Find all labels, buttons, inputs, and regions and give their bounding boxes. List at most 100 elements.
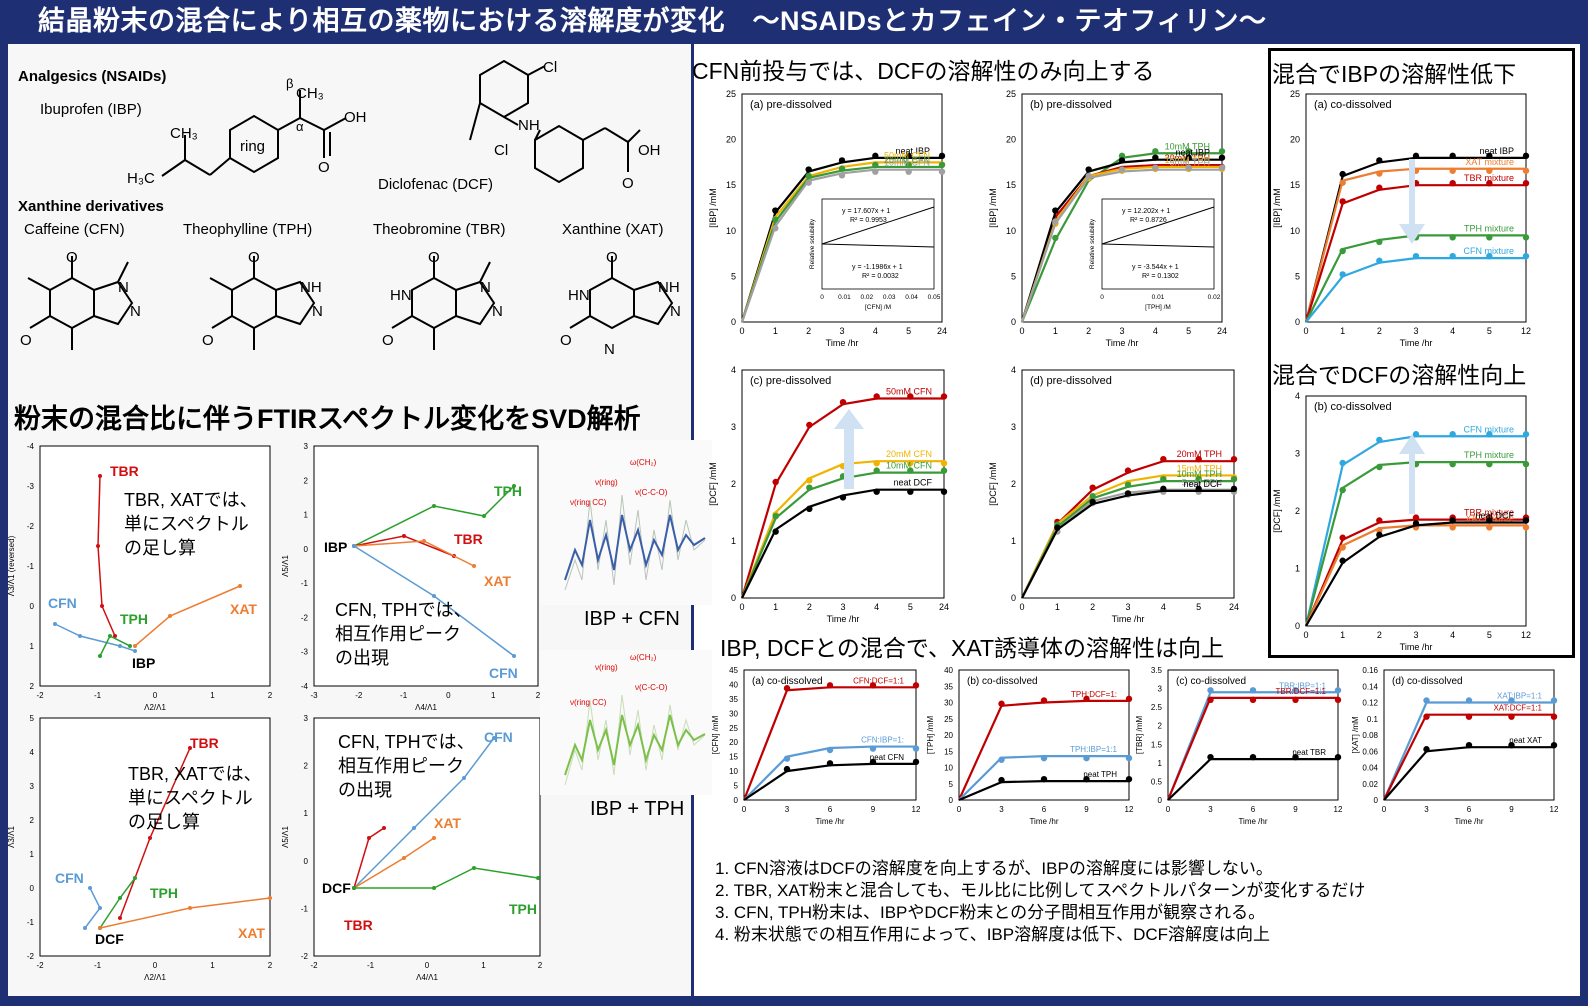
y-tick-label: 10 bbox=[729, 767, 738, 776]
chart-frame bbox=[741, 369, 945, 599]
series-label: 10mM CFN bbox=[884, 158, 930, 168]
inset-r2: R² = 0.0032 bbox=[862, 273, 899, 280]
x-tick-label: 5 bbox=[1186, 326, 1191, 336]
data-point bbox=[938, 152, 946, 160]
data-point bbox=[873, 393, 880, 400]
heading-ibp-down: 混合でIBPの溶解性低下 bbox=[1272, 61, 1517, 87]
dissolution-chart-7: (d) co-dissolved 0 0.02 0.04 0.06 0.08 0.1 0.12… bbox=[1351, 666, 1559, 826]
series-label: neat DCF bbox=[893, 478, 932, 488]
data-point bbox=[1376, 184, 1383, 191]
y-tick-label: 5 bbox=[1011, 271, 1016, 281]
svd-point bbox=[512, 654, 516, 658]
inset-fit-2 bbox=[821, 243, 935, 248]
svd-y-tick: 4 bbox=[30, 748, 35, 757]
svd-point bbox=[118, 896, 122, 900]
svd-y-tick: 0 bbox=[30, 884, 35, 893]
chart-title: (a) pre-dissolved bbox=[750, 99, 832, 111]
data-point bbox=[1423, 746, 1430, 753]
svg-text:CH₃: CH₃ bbox=[170, 125, 198, 142]
x-tick-label: 12 bbox=[1125, 805, 1134, 814]
y-tick-label: 3 bbox=[1295, 449, 1300, 459]
data-point bbox=[1522, 180, 1530, 187]
data-point bbox=[838, 165, 846, 172]
svd-y-tick: 0 bbox=[304, 857, 309, 866]
data-point bbox=[1465, 713, 1473, 720]
y-tick-label: 25 bbox=[1006, 89, 1016, 99]
data-point bbox=[940, 393, 948, 400]
svd-x-tick: -1 bbox=[94, 961, 102, 970]
data-point bbox=[872, 161, 879, 169]
y-tick-label: 35 bbox=[729, 695, 738, 704]
series-label: TBR:DCF=1:1 bbox=[1276, 687, 1327, 696]
spectrum-ibp-tph-plot: ν(ring) ω(CH₂) ν(ring CC) ν(C-C-O) bbox=[564, 653, 706, 786]
svd-series-label: TBR bbox=[454, 531, 483, 547]
data-point bbox=[838, 157, 846, 164]
data-point bbox=[940, 488, 948, 495]
svd-trace bbox=[353, 737, 495, 889]
svd-point bbox=[482, 514, 486, 518]
chart-frame bbox=[1305, 93, 1527, 323]
svd-xlabel: Λ2/Λ1 bbox=[144, 973, 166, 982]
series-label: 10mM CFN bbox=[886, 461, 932, 471]
svd-point bbox=[98, 474, 102, 478]
y-tick-label: 0.14 bbox=[1362, 682, 1378, 691]
y-tick-label: 0.04 bbox=[1362, 764, 1378, 773]
dissolution-chart-0: (a) pre-dissolved 0 5 10 15 20 25 0 1 2 3 4 5 24 Time … bbox=[708, 89, 947, 348]
x-tick-label: 24 bbox=[1217, 326, 1227, 336]
y-tick-label: 5 bbox=[949, 780, 954, 789]
y-tick-label: 40 bbox=[944, 666, 953, 675]
data-point bbox=[1486, 524, 1493, 531]
y-tick-label: 5 bbox=[1295, 271, 1300, 281]
svd-y-tick: -2 bbox=[301, 952, 309, 961]
data-point bbox=[1423, 697, 1430, 704]
data-point bbox=[1339, 247, 1346, 255]
svg-text:O: O bbox=[248, 249, 260, 266]
y-tick-label: 1 bbox=[1158, 759, 1163, 768]
data-point bbox=[1334, 687, 1342, 694]
svg-text:O: O bbox=[560, 332, 572, 349]
x-tick-label: 0 bbox=[957, 805, 962, 814]
inset-xlabel: [CFN] /M bbox=[865, 304, 891, 311]
series-label: 20mM CFN bbox=[886, 449, 932, 459]
x-axis-label: Time /hr bbox=[1400, 642, 1433, 652]
y-tick-label: 2 bbox=[1011, 479, 1016, 489]
svd-point bbox=[412, 826, 416, 830]
svd-series-label: CFN bbox=[55, 870, 84, 886]
data-point bbox=[1230, 475, 1238, 483]
svd-x-tick: 0 bbox=[446, 691, 451, 700]
note-interact-line-2: 相互作用ピーク bbox=[335, 624, 461, 644]
spectrum-ibp-cfn-plot: ν(ring) ω(CH₂) ν(ring CC) ν(C-C-O) bbox=[564, 458, 706, 591]
svg-text:N: N bbox=[670, 303, 681, 320]
data-point bbox=[1522, 234, 1530, 241]
note-interact-2: CFN, TPHでは、 相互作用ピーク の出現 bbox=[338, 730, 475, 802]
y-tick-label: 45 bbox=[729, 666, 738, 675]
svd-point bbox=[100, 604, 104, 608]
svd-ylabel: Λ3/Λ1 bbox=[7, 826, 16, 848]
svg-text:O: O bbox=[606, 249, 618, 266]
ibuprofen-label: Ibuprofen (IBP) bbox=[40, 101, 142, 118]
x-tick-label: 4 bbox=[1450, 326, 1455, 336]
data-point bbox=[783, 765, 791, 773]
y-tick-label: 0.5 bbox=[1151, 777, 1163, 786]
svg-text:O: O bbox=[318, 159, 330, 176]
svd-point bbox=[133, 649, 137, 653]
data-point bbox=[1449, 152, 1456, 160]
y-axis-label: [DCF] /mM bbox=[708, 462, 718, 506]
note-interact2-line-3: の出現 bbox=[338, 780, 392, 800]
data-point bbox=[1207, 753, 1214, 761]
data-point bbox=[1376, 527, 1383, 534]
svd-point bbox=[536, 876, 540, 880]
data-point bbox=[1292, 753, 1299, 761]
series-label: neat XAT bbox=[1509, 736, 1542, 745]
data-point bbox=[1412, 520, 1420, 527]
data-point bbox=[1118, 152, 1126, 160]
data-point bbox=[1152, 154, 1159, 161]
data-point bbox=[783, 755, 791, 762]
series-label: 20mM TPH bbox=[1177, 449, 1222, 459]
series-label: CFN:DCF=1:1 bbox=[853, 676, 904, 685]
x-tick-label: 3 bbox=[1413, 326, 1418, 336]
x-tick-label: 5 bbox=[1196, 602, 1201, 612]
data-point bbox=[873, 467, 880, 474]
svd-point bbox=[512, 484, 516, 488]
svg-text:HN: HN bbox=[568, 287, 590, 304]
